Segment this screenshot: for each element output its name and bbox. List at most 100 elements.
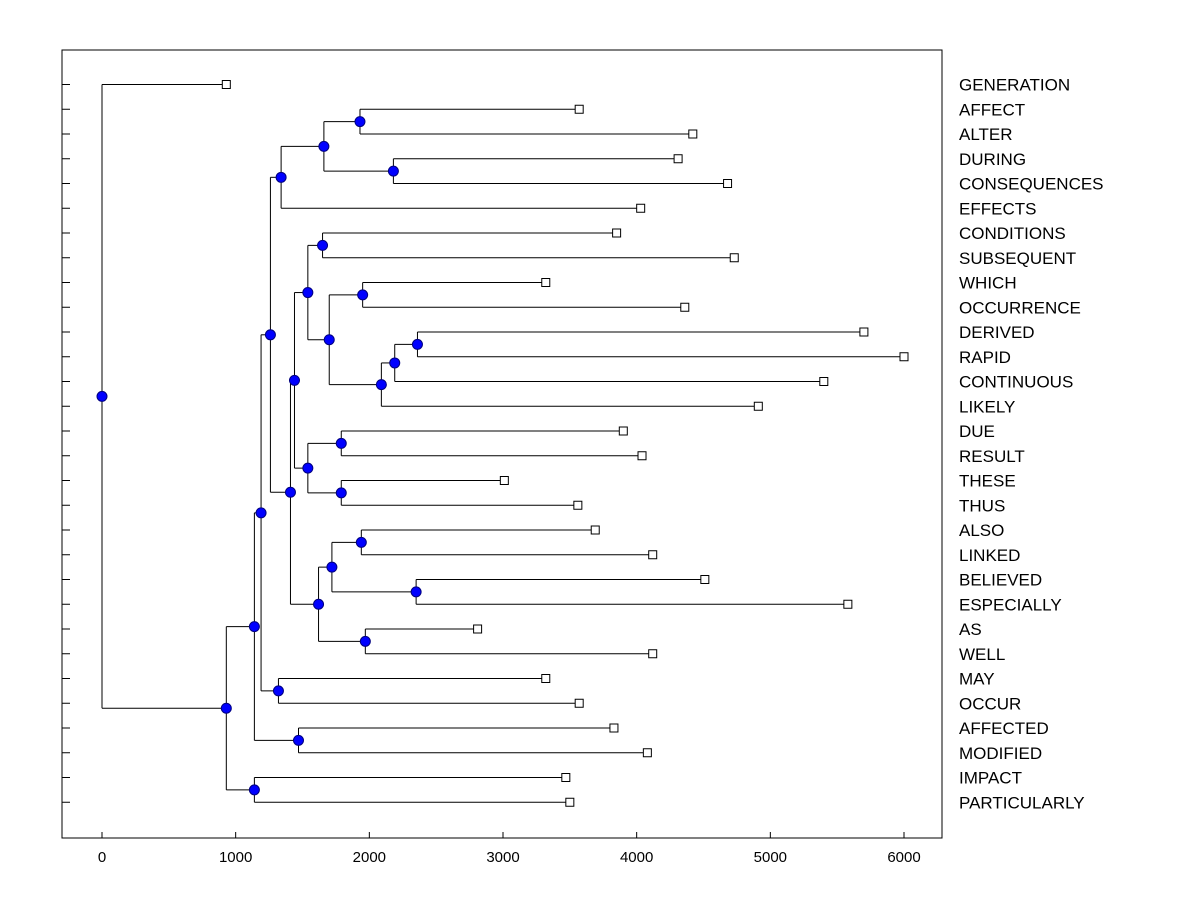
x-tick-label: 0 (98, 849, 106, 866)
merge-node (389, 357, 401, 369)
leaf-marker (565, 797, 575, 807)
merge-node (410, 586, 422, 598)
merge-node (387, 165, 399, 177)
leaf-markers (221, 80, 909, 807)
leaf-label: GENERATION (959, 76, 1070, 95)
leaf-label: RAPID (959, 348, 1011, 367)
merge-node (313, 598, 325, 610)
leaf-label: THUS (959, 496, 1005, 515)
leaf-label: CONDITIONS (959, 224, 1066, 243)
leaf-marker (637, 451, 647, 461)
x-tick-label: 4000 (620, 849, 653, 866)
leaf-label: OCCURRENCE (959, 298, 1081, 317)
leaf-label: AFFECT (959, 100, 1025, 119)
leaf-marker (609, 723, 619, 733)
leaf-marker (574, 698, 584, 708)
leaf-marker (573, 500, 583, 510)
leaf-label: MODIFIED (959, 744, 1042, 763)
merge-node (255, 507, 267, 519)
merge-node (248, 621, 260, 633)
leaf-marker (753, 401, 763, 411)
leaf-marker (612, 228, 622, 238)
x-tick-label: 1000 (219, 849, 252, 866)
merge-node (248, 784, 260, 796)
merge-node (292, 734, 304, 746)
merge-node (318, 140, 330, 152)
leaf-label: MAY (959, 670, 995, 689)
merge-node (335, 437, 347, 449)
leaf-label: CONSEQUENCES (959, 175, 1104, 194)
merge-node (288, 374, 300, 386)
leaf-label: ALTER (959, 125, 1013, 144)
merge-node (375, 379, 387, 391)
leaf-marker (590, 525, 600, 535)
x-tick-label: 2000 (353, 849, 386, 866)
leaf-labels: GENERATION AFFECT ALTER DURING CONSEQUENCES E… (959, 76, 1104, 813)
x-tick-label: 3000 (486, 849, 519, 866)
leaf-label: CONTINUOUS (959, 373, 1073, 392)
leaf-label: WELL (959, 645, 1005, 664)
merge-node (284, 486, 296, 498)
y-ticks (62, 84, 70, 803)
leaf-label: LINKED (959, 546, 1020, 565)
x-tick-label: 5000 (754, 849, 787, 866)
merge-node (354, 116, 366, 128)
leaf-marker (859, 327, 869, 337)
leaf-label: AFFECTED (959, 719, 1049, 738)
leaf-marker (648, 649, 658, 659)
leaf-label: WHICH (959, 274, 1017, 293)
leaf-marker (843, 599, 853, 609)
leaf-marker (642, 748, 652, 758)
merge-node (335, 487, 347, 499)
leaf-label: DURING (959, 150, 1026, 169)
leaf-label: IMPACT (959, 769, 1022, 788)
leaf-label: DERIVED (959, 323, 1035, 342)
leaf-marker (618, 426, 628, 436)
leaf-marker (819, 377, 829, 386)
x-tick-label: 6000 (887, 849, 920, 866)
leaf-label: SUBSEQUENT (959, 249, 1076, 268)
leaf-marker (899, 352, 909, 362)
leaf-label: RESULT (959, 447, 1025, 466)
leaf-marker (574, 104, 584, 114)
leaf-marker (688, 129, 698, 139)
merge-node (359, 635, 371, 647)
leaf-marker (729, 253, 739, 263)
merge-node (302, 462, 314, 474)
leaf-label: THESE (959, 472, 1016, 491)
merge-node (411, 338, 423, 350)
leaf-marker (541, 278, 551, 287)
leaf-marker (636, 203, 646, 213)
plot-frame (61, 49, 943, 839)
leaf-label: DUE (959, 422, 995, 441)
merge-node (323, 334, 335, 346)
merge-node (355, 536, 367, 548)
merge-node (317, 239, 329, 251)
merge-node (357, 289, 369, 301)
merge-node (326, 561, 338, 573)
leaf-marker (723, 179, 733, 188)
leaf-marker (221, 80, 231, 89)
leaf-label: BELIEVED (959, 571, 1042, 590)
leaf-marker (541, 674, 551, 683)
leaf-label: PARTICULARLY (959, 793, 1085, 812)
leaf-label: EFFECTS (959, 199, 1036, 218)
leaf-label: OCCUR (959, 694, 1021, 713)
merge-node (302, 287, 314, 299)
leaf-marker (680, 302, 690, 312)
merge-node (275, 171, 287, 183)
leaf-marker (700, 575, 710, 584)
leaf-marker (499, 476, 509, 485)
merge-node (220, 702, 232, 714)
leaf-label: ALSO (959, 521, 1004, 540)
leaf-marker (561, 773, 571, 782)
leaf-label: AS (959, 620, 982, 639)
leaf-marker (473, 624, 483, 634)
leaf-marker (648, 550, 658, 560)
merge-node (96, 390, 108, 402)
leaf-label: LIKELY (959, 397, 1015, 416)
x-axis: 0 1000 2000 3000 4000 5000 6000 (98, 832, 921, 866)
merge-node (264, 329, 276, 341)
leaf-label: ESPECIALLY (959, 595, 1062, 614)
